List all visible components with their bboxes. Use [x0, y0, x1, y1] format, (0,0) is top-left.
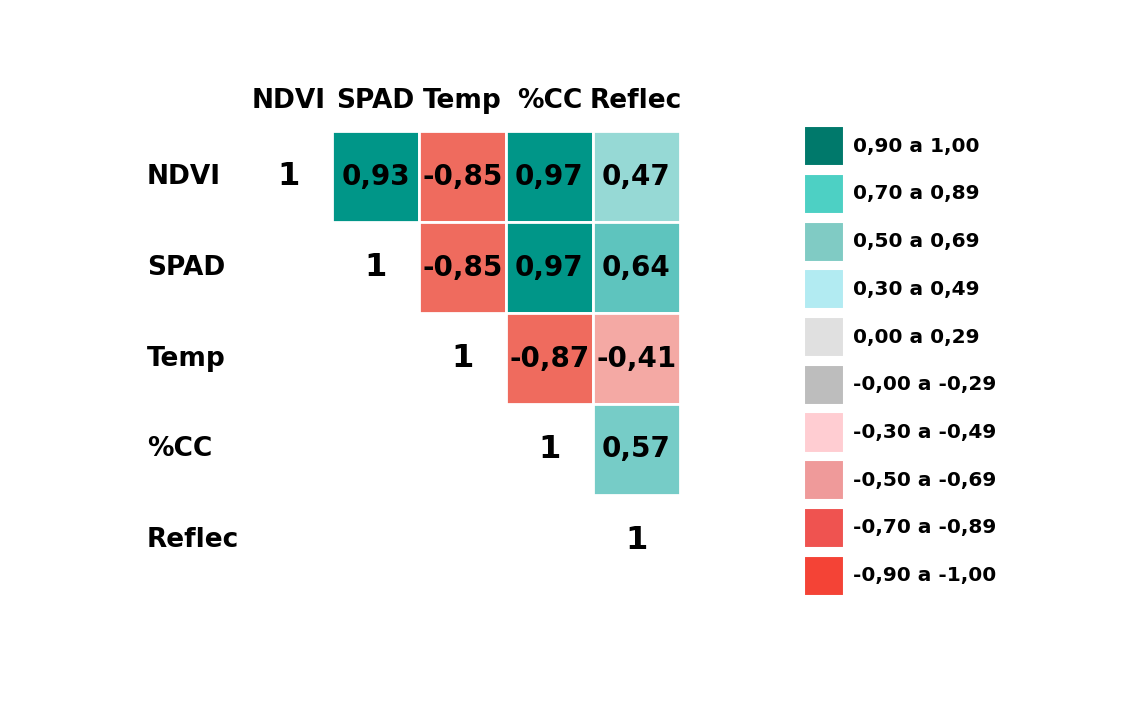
Text: -0,30 a -0,49: -0,30 a -0,49 [853, 423, 996, 442]
Text: 0,97: 0,97 [515, 163, 584, 191]
Text: SPAD: SPAD [148, 254, 225, 281]
FancyBboxPatch shape [419, 132, 506, 222]
Text: Reflec: Reflec [148, 527, 239, 553]
Text: -0,87: -0,87 [509, 345, 589, 372]
Text: 1: 1 [538, 434, 560, 465]
FancyBboxPatch shape [804, 126, 844, 166]
FancyBboxPatch shape [804, 461, 844, 500]
Text: 0,57: 0,57 [602, 435, 671, 463]
Text: NDVI: NDVI [148, 164, 221, 190]
Text: 1: 1 [364, 252, 387, 283]
FancyBboxPatch shape [506, 222, 593, 313]
Text: -0,70 a -0,89: -0,70 a -0,89 [853, 518, 996, 537]
Text: 1: 1 [277, 161, 300, 192]
Text: -0,50 a -0,69: -0,50 a -0,69 [853, 471, 996, 489]
FancyBboxPatch shape [593, 404, 680, 495]
Text: 0,97: 0,97 [515, 254, 584, 282]
Text: 0,47: 0,47 [602, 163, 671, 191]
Text: -0,00 a -0,29: -0,00 a -0,29 [853, 375, 996, 394]
FancyBboxPatch shape [804, 364, 844, 405]
FancyBboxPatch shape [804, 508, 844, 548]
FancyBboxPatch shape [593, 222, 680, 313]
Text: -0,90 a -1,00: -0,90 a -1,00 [853, 566, 996, 585]
Text: 0,00 a 0,29: 0,00 a 0,29 [853, 328, 979, 346]
Text: 0,64: 0,64 [602, 254, 671, 282]
Text: 0,70 a 0,89: 0,70 a 0,89 [853, 184, 979, 203]
FancyBboxPatch shape [804, 269, 844, 309]
Text: 0,30 a 0,49: 0,30 a 0,49 [853, 280, 979, 299]
Text: Reflec: Reflec [589, 88, 682, 114]
FancyBboxPatch shape [804, 174, 844, 214]
FancyBboxPatch shape [506, 132, 593, 222]
Text: -0,85: -0,85 [423, 254, 503, 282]
FancyBboxPatch shape [419, 222, 506, 313]
FancyBboxPatch shape [506, 313, 593, 404]
FancyBboxPatch shape [804, 556, 844, 596]
Text: 1: 1 [451, 343, 473, 374]
FancyBboxPatch shape [804, 221, 844, 262]
Text: -0,85: -0,85 [423, 163, 503, 191]
Text: Temp: Temp [423, 88, 502, 114]
Text: NDVI: NDVI [252, 88, 326, 114]
FancyBboxPatch shape [804, 317, 844, 357]
Text: %CC: %CC [516, 88, 582, 114]
Text: Temp: Temp [148, 346, 225, 372]
Text: 0,93: 0,93 [341, 163, 410, 191]
Text: SPAD: SPAD [337, 88, 415, 114]
Text: %CC: %CC [148, 437, 212, 463]
Text: -0,41: -0,41 [596, 345, 676, 372]
Text: 0,50 a 0,69: 0,50 a 0,69 [853, 232, 979, 251]
FancyBboxPatch shape [593, 132, 680, 222]
FancyBboxPatch shape [804, 412, 844, 453]
Text: 1: 1 [624, 525, 647, 556]
FancyBboxPatch shape [332, 132, 419, 222]
FancyBboxPatch shape [593, 313, 680, 404]
Text: 0,90 a 1,00: 0,90 a 1,00 [853, 137, 979, 155]
